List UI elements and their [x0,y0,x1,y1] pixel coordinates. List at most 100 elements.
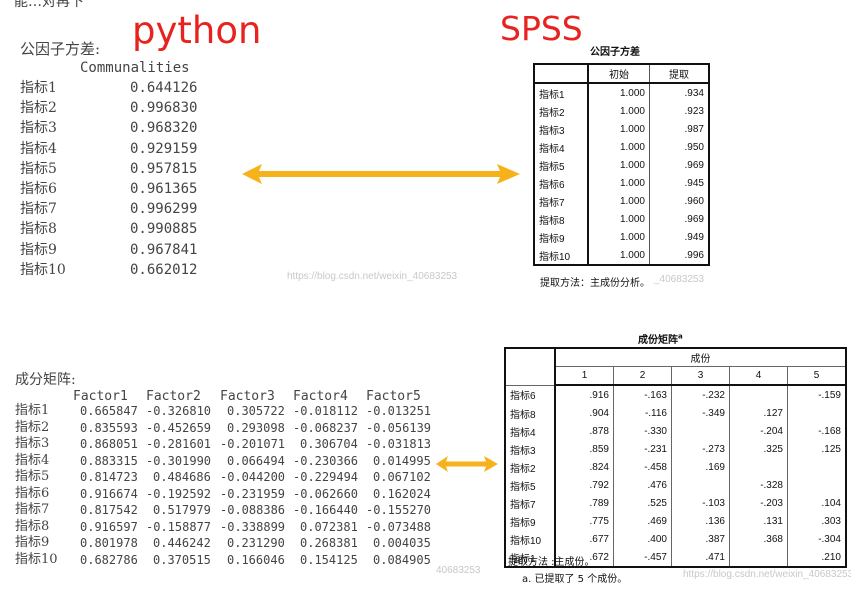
column-header: Factor3 [220,389,275,404]
cell-value: 0.305722 [227,404,285,418]
cell-initial: 1.000 [588,174,650,192]
cell-value: .476 [613,476,672,494]
row-header: 指标3 [534,120,589,138]
cell-value: .400 [613,530,672,548]
watermark: 40683253 [436,565,481,576]
table-row: 指标9.775.469.136.131.303 [505,512,847,530]
cell-extract: .923 [649,102,710,120]
cell-value: -.330 [613,422,672,440]
table-row: 指标8 0.916597 -0.158877 -0.338899 0.072381 -0.… [15,519,435,535]
row-header: 指标8 [534,210,589,228]
cell-value: -.273 [671,440,730,458]
cell-extract: .950 [649,138,710,156]
cell-value: .471 [671,548,730,567]
cell-value: -.232 [671,385,730,404]
column-header: 3 [671,366,730,386]
table-row: 指标7.789.525 -.103 -.203.104 [505,494,847,512]
cell-value: -0.013251 [366,404,432,418]
row-value: 0.990885 [130,221,198,238]
cell-value: 0.682786 [80,552,138,567]
spss-matrix-title-sup: a [678,332,683,341]
row-header: 指标1 [505,548,556,567]
cell-value: -.163 [613,385,672,404]
cell-value: -0.018112 [293,404,359,418]
table-corner [534,64,589,84]
cell-value: -.159 [787,385,847,404]
row-header: 指标7 [505,494,556,512]
spss-communalities-title: 公因子方差 [590,47,640,58]
table-row: 指标1.672 -.457.471 .210 [505,548,847,567]
table-row: 指标3 0.868051 -0.281601 -0.201071 0.306704 -0.… [15,436,435,452]
row-label: 指标8 [20,221,57,238]
row-value: 0.961365 [130,181,198,197]
python-communalities-header: Communalities [80,60,190,76]
cell-value: .824 [555,458,614,476]
cell-value: -.168 [787,422,847,440]
spss-matrix-title: 成份矩阵a [638,331,683,346]
cell-value: -.103 [671,494,730,512]
cell-value: -0.166440 [293,503,359,517]
row-label: 指标10 [20,261,66,278]
column-header-initial: 初始 [588,64,650,84]
table-row: 指标6 1.000.945 [534,174,710,192]
cell-value: -.457 [613,548,672,567]
cell-initial: 1.000 [588,210,650,228]
cell-value: .387 [671,530,730,548]
table-row: 指标7 0.817542 0.517979 -0.088386 -0.166440 -0.… [15,502,435,518]
watermark: https://blog.csdn.net/weixin_40683253 [683,569,851,580]
row-header: 指标8 [505,404,556,422]
cell-value: 0.004035 [373,536,431,550]
cell-value: 0.801978 [80,536,138,550]
cell-value: -0.155270 [366,503,432,517]
cell-value: .792 [555,476,614,494]
cell-value: .169 [671,458,730,476]
cell-value: -0.088386 [220,503,286,517]
row-header: 指标2 [534,102,589,120]
row-label: 指标6 [20,181,57,197]
column-header: 4 [729,366,788,386]
table-row: 指标10.677.400.387.368 -.304 [505,530,847,548]
row-label: 指标5 [15,469,50,484]
cell-initial: 1.000 [588,246,650,265]
cell-extract: .969 [649,156,710,174]
watermark: _40683253 [654,274,705,285]
table-row: 指标9 1.000.949 [534,228,710,246]
compare-arrow-bottom [436,456,498,472]
cell-initial: 1.000 [588,156,650,174]
cell-value: -0.056139 [366,420,432,435]
cell-value: -.458 [613,458,672,476]
cell-value: -0.073488 [366,519,432,534]
row-label: 指标2 [15,419,50,435]
cell-value: .775 [555,512,614,530]
column-header: 5 [787,366,847,386]
cell-extract: .987 [649,120,710,138]
cell-value: -.203 [729,494,788,512]
cell-value: .878 [555,422,614,440]
cell-value: -0.192592 [146,486,212,501]
table-row: 指标1 0.665847 -0.326810 0.305722 -0.018112 -0.… [15,403,435,419]
cell-value: 0.517979 [153,503,211,517]
cell-initial: 1.000 [588,138,650,156]
table-row: 指标5 0.814723 0.484686 -0.044200 -0.229494 0.0… [15,469,435,485]
cell-value: .672 [555,548,614,567]
table-row: 指标2 0.835593 -0.452659 0.293098 -0.068237 -0.… [15,420,435,436]
cell-value: -0.281601 [146,437,212,451]
row-label: 指标1 [15,403,50,418]
cell-value: 0.067102 [373,470,431,484]
row-label: 指标7 [20,201,57,218]
cell-value: .136 [671,512,730,530]
cell-value: 0.484686 [153,470,211,484]
cell-value: .125 [787,440,847,458]
table-row: 指标3.859 -.231 -.273.325.125 [505,440,847,458]
table-row: 指标9 0.801978 0.446242 0.231290 0.268381 0.004… [15,535,435,551]
cell-value: -0.031813 [366,437,432,451]
cell-value: -0.201071 [220,437,286,451]
row-label: 指标9 [20,241,57,258]
cell-value: 0.306704 [300,437,358,451]
cell-value: -0.231959 [220,486,286,501]
column-header: 1 [555,366,614,386]
cell-extract: .960 [649,192,710,210]
cell-value: .525 [613,494,672,512]
spss-communalities-table: 初始 提取 指标1 1.000.934 指标2 1.000.923 指标3 1.000.9… [533,63,710,266]
cell-value: 0.665847 [80,404,138,418]
